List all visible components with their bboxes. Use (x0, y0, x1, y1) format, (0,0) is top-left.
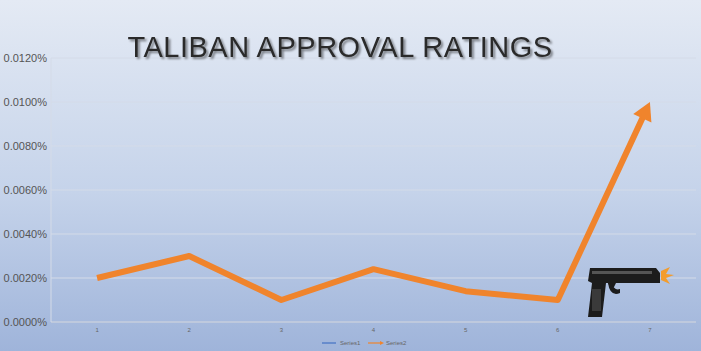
legend-swatch (368, 342, 382, 343)
x-tick-label: 2 (188, 327, 192, 333)
legend-swatch (322, 342, 336, 343)
pistol-icon (588, 267, 674, 317)
grid-line (51, 190, 696, 191)
title: TALIBAN APPROVAL RATINGS (127, 31, 552, 63)
pistol-body (588, 268, 660, 317)
grid-line (51, 146, 696, 147)
y-tick-label: 0.0000% (4, 316, 48, 328)
y-tick-label: 0.0120% (4, 52, 48, 64)
legend-label: Series1 (340, 340, 361, 346)
chart: 0.0000% 0.0020% 0.0040% 0.0060% 0.0080% 0.010… (0, 0, 701, 351)
arrowhead (633, 102, 651, 123)
plot-area (97, 102, 651, 300)
x-tick-label: 4 (372, 327, 376, 333)
legend-arrow (380, 341, 384, 345)
legend-label: Series2 (386, 340, 407, 346)
pistol-trigger-guard (608, 283, 620, 294)
y-tick-label: 0.0020% (4, 272, 48, 284)
x-tick-label: 6 (556, 327, 560, 333)
legend: Series1 Series2 (322, 340, 407, 346)
x-axis-line (51, 322, 696, 323)
pistol-grip (592, 289, 601, 311)
pistol-slide (592, 271, 652, 274)
series-line (97, 113, 645, 300)
y-axis-line (51, 58, 52, 322)
y-tick-label: 0.0040% (4, 228, 48, 240)
muzzle-flash (661, 267, 674, 284)
x-tick-label: 1 (95, 327, 99, 333)
grid-line (51, 102, 696, 103)
y-tick-label: 0.0100% (4, 96, 48, 108)
x-tick-label: 7 (648, 327, 652, 333)
x-tick-label: 3 (280, 327, 284, 333)
y-tick-label: 0.0080% (4, 140, 48, 152)
x-tick-label: 5 (464, 327, 468, 333)
grid-line (51, 234, 696, 235)
grid-line (51, 322, 696, 323)
y-tick-label: 0.0060% (4, 184, 48, 196)
